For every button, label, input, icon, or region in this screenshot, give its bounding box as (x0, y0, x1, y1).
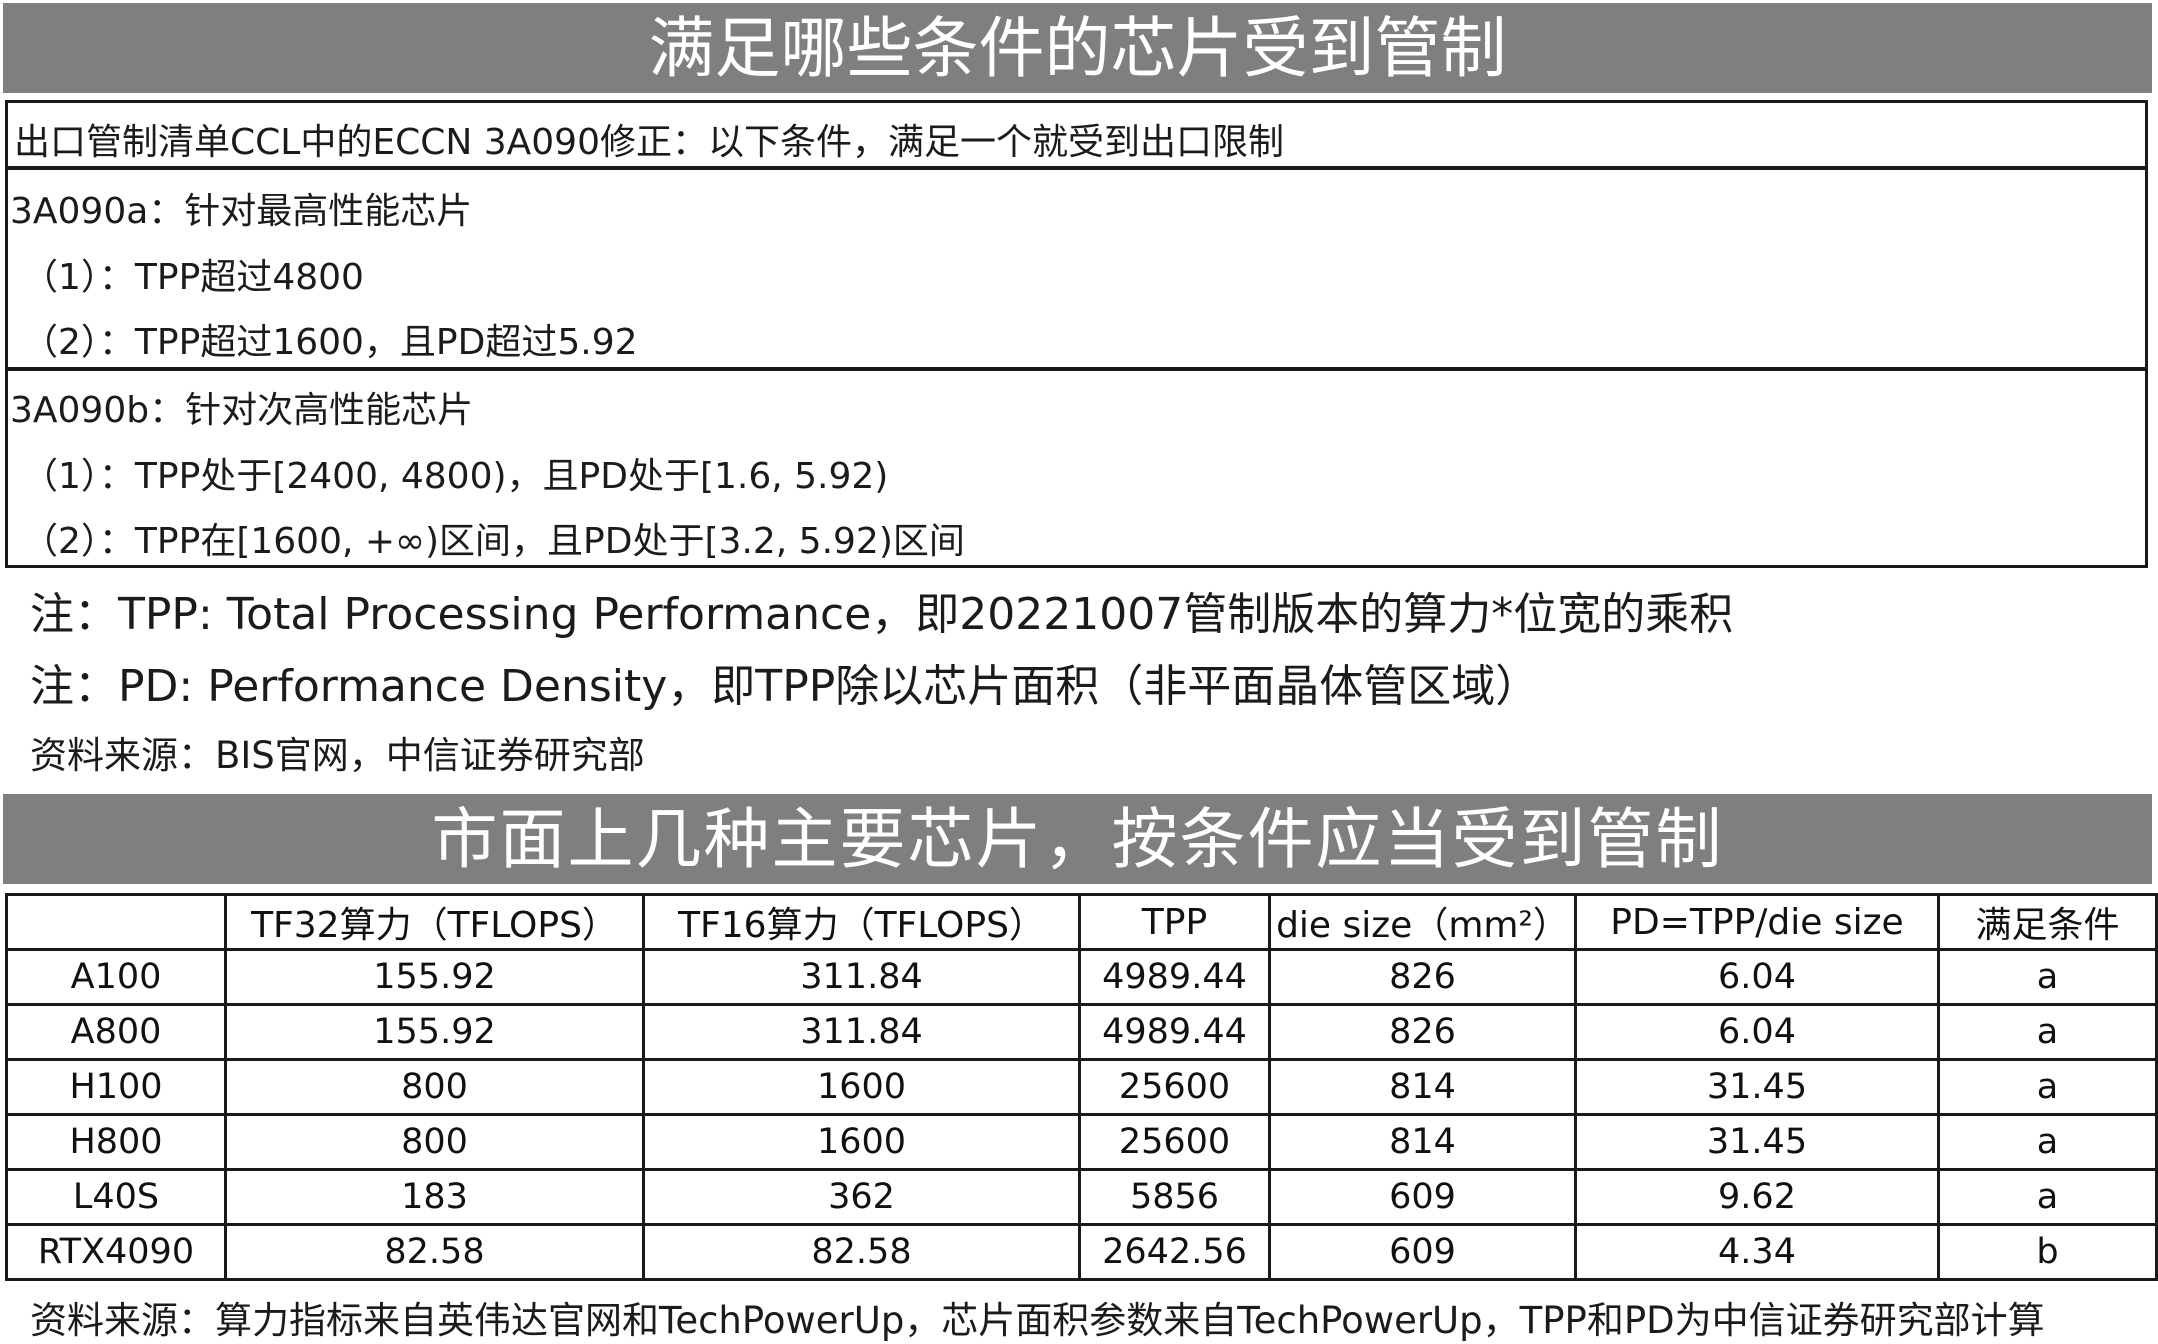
table-row: H100 800 1600 25600 814 31.45 a (5, 1058, 2158, 1116)
header-cell-condition: 满足条件 (1937, 893, 2158, 951)
cell-tf32: 155.92 (224, 948, 645, 1006)
table-header-row: TF32算力（TFLOPS） TF16算力（TFLOPS） TPP die si… (5, 893, 2158, 951)
table-row: RTX4090 82.58 82.58 2642.56 609 4.34 b (5, 1223, 2158, 1281)
header-cell-pd: PD=TPP/die size (1574, 893, 1940, 951)
cell-pd: 31.45 (1574, 1113, 1940, 1171)
3a090b-condition-2: （2）：TPP在[1600, +∞)区间，且PD处于[3.2, 5.92)区间 (22, 521, 965, 562)
cell-tf32: 183 (224, 1168, 645, 1226)
3a090b-box: 3A090b：针对次高性能芯片 （1）：TPP处于[2400, 4800)，且P… (5, 368, 2148, 568)
cell-die-size: 609 (1268, 1168, 1577, 1226)
cell-condition: b (1937, 1223, 2158, 1281)
cell-condition: a (1937, 1003, 2158, 1061)
cell-tpp: 2642.56 (1078, 1223, 1271, 1281)
table-row: A100 155.92 311.84 4989.44 826 6.04 a (5, 948, 2158, 1006)
cell-tf16: 362 (642, 1168, 1081, 1226)
3a090a-heading: 3A090a：针对最高性能芯片 (10, 191, 473, 232)
cell-chip-name: H100 (5, 1058, 227, 1116)
table-row: A800 155.92 311.84 4989.44 826 6.04 a (5, 1003, 2158, 1061)
cell-tpp: 25600 (1078, 1113, 1271, 1171)
cell-tpp: 4989.44 (1078, 948, 1271, 1006)
header-cell-tpp: TPP (1078, 893, 1271, 951)
header-cell-die-size: die size（mm²） (1268, 893, 1577, 951)
ccl-intro-box: 出口管制清单CCL中的ECCN 3A090修正：以下条件，满足一个就受到出口限制 (5, 100, 2148, 169)
cell-tf16: 311.84 (642, 1003, 1081, 1061)
cell-tpp: 25600 (1078, 1058, 1271, 1116)
cell-tf16: 82.58 (642, 1223, 1081, 1281)
section1-title-banner: 满足哪些条件的芯片受到管制 (3, 3, 2152, 93)
source-note: 资料来源：BIS官网，中信证券研究部 (30, 734, 645, 777)
cell-tpp: 4989.44 (1078, 1003, 1271, 1061)
cell-chip-name: H800 (5, 1113, 227, 1171)
cell-chip-name: A800 (5, 1003, 227, 1061)
header-cell-tf16: TF16算力（TFLOPS） (642, 893, 1081, 951)
3a090a-condition-1: （1）：TPP超过4800 (22, 257, 364, 298)
cell-tf32: 800 (224, 1113, 645, 1171)
cell-tpp: 5856 (1078, 1168, 1271, 1226)
3a090b-heading: 3A090b：针对次高性能芯片 (10, 390, 474, 431)
cell-tf32: 155.92 (224, 1003, 645, 1061)
cell-pd: 4.34 (1574, 1223, 1940, 1281)
cell-condition: a (1937, 1168, 2158, 1226)
3a090a-condition-2: （2）：TPP超过1600，且PD超过5.92 (22, 322, 638, 363)
cell-tf16: 311.84 (642, 948, 1081, 1006)
cell-tf16: 1600 (642, 1113, 1081, 1171)
cell-chip-name: RTX4090 (5, 1223, 227, 1281)
cell-die-size: 814 (1268, 1058, 1577, 1116)
cell-die-size: 814 (1268, 1113, 1577, 1171)
section2-title-banner: 市面上几种主要芯片，按条件应当受到管制 (3, 794, 2152, 884)
table-row: H800 800 1600 25600 814 31.45 a (5, 1113, 2158, 1171)
3a090b-condition-1: （1）：TPP处于[2400, 4800)，且PD处于[1.6, 5.92) (22, 456, 889, 497)
table-body: A100 155.92 311.84 4989.44 826 6.04 a A800 155.9… (5, 948, 2158, 1281)
tpp-note: 注：TPP: Total Processing Performance，即202… (30, 589, 1734, 640)
cell-die-size: 826 (1268, 948, 1577, 1006)
table-source-footer: 资料来源：算力指标来自英伟达官网和TechPowerUp，芯片面积参数来自Tec… (30, 1299, 2045, 1342)
cell-chip-name: L40S (5, 1168, 227, 1226)
ccl-intro-text: 出口管制清单CCL中的ECCN 3A090修正：以下条件，满足一个就受到出口限制 (14, 122, 1284, 163)
cell-chip-name: A100 (5, 948, 227, 1006)
cell-pd: 6.04 (1574, 948, 1940, 1006)
chip-spec-table: TF32算力（TFLOPS） TF16算力（TFLOPS） TPP die si… (5, 893, 2158, 1281)
cell-condition: a (1937, 1058, 2158, 1116)
cell-pd: 6.04 (1574, 1003, 1940, 1061)
cell-die-size: 609 (1268, 1223, 1577, 1281)
pd-note: 注：PD: Performance Density，即TPP除以芯片面积（非平面… (30, 661, 1540, 712)
cell-pd: 9.62 (1574, 1168, 1940, 1226)
table-row: L40S 183 362 5856 609 9.62 a (5, 1168, 2158, 1226)
cell-die-size: 826 (1268, 1003, 1577, 1061)
header-cell-tf32: TF32算力（TFLOPS） (224, 893, 645, 951)
cell-condition: a (1937, 948, 2158, 1006)
cell-pd: 31.45 (1574, 1058, 1940, 1116)
cell-tf32: 82.58 (224, 1223, 645, 1281)
cell-tf32: 800 (224, 1058, 645, 1116)
cell-condition: a (1937, 1113, 2158, 1171)
3a090a-box: 3A090a：针对最高性能芯片 （1）：TPP超过4800 （2）：TPP超过1… (5, 167, 2148, 370)
header-cell-chip (5, 893, 227, 951)
cell-tf16: 1600 (642, 1058, 1081, 1116)
